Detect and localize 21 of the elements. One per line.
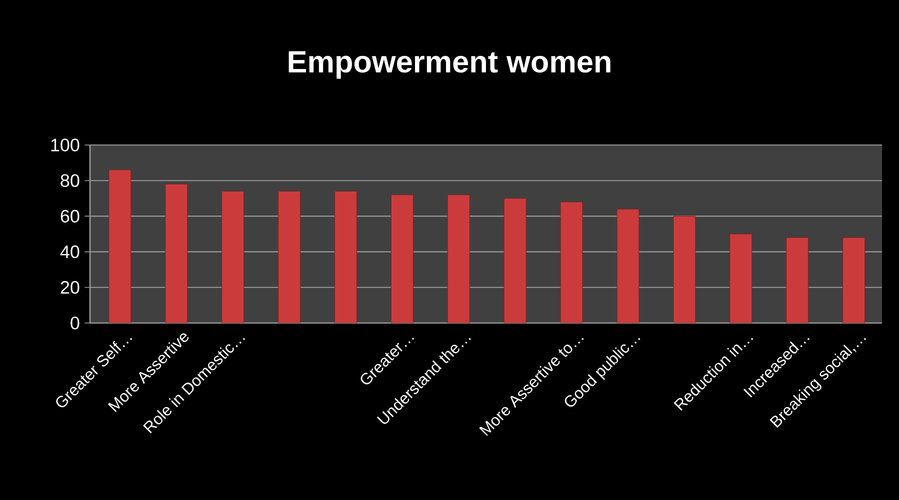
bar bbox=[616, 208, 640, 324]
y-tick-label: 0 bbox=[70, 316, 80, 330]
y-tick-label: 60 bbox=[60, 210, 80, 223]
y-tick-label: 20 bbox=[60, 281, 80, 294]
bar bbox=[447, 194, 470, 324]
bar bbox=[278, 191, 301, 324]
bar bbox=[786, 237, 809, 324]
y-tick-label: 100 bbox=[51, 138, 80, 152]
bar bbox=[165, 184, 188, 324]
bar bbox=[504, 198, 526, 324]
bar bbox=[334, 191, 357, 324]
y-tick-label: 80 bbox=[60, 174, 80, 187]
bar bbox=[673, 216, 696, 324]
bar bbox=[108, 170, 132, 324]
bar bbox=[842, 237, 866, 324]
bar bbox=[390, 194, 414, 324]
y-tick-label: 40 bbox=[60, 245, 80, 258]
chart-title: Empowerment women bbox=[288, 51, 610, 79]
bar bbox=[730, 234, 752, 324]
bar bbox=[222, 191, 244, 324]
bar bbox=[560, 202, 583, 324]
